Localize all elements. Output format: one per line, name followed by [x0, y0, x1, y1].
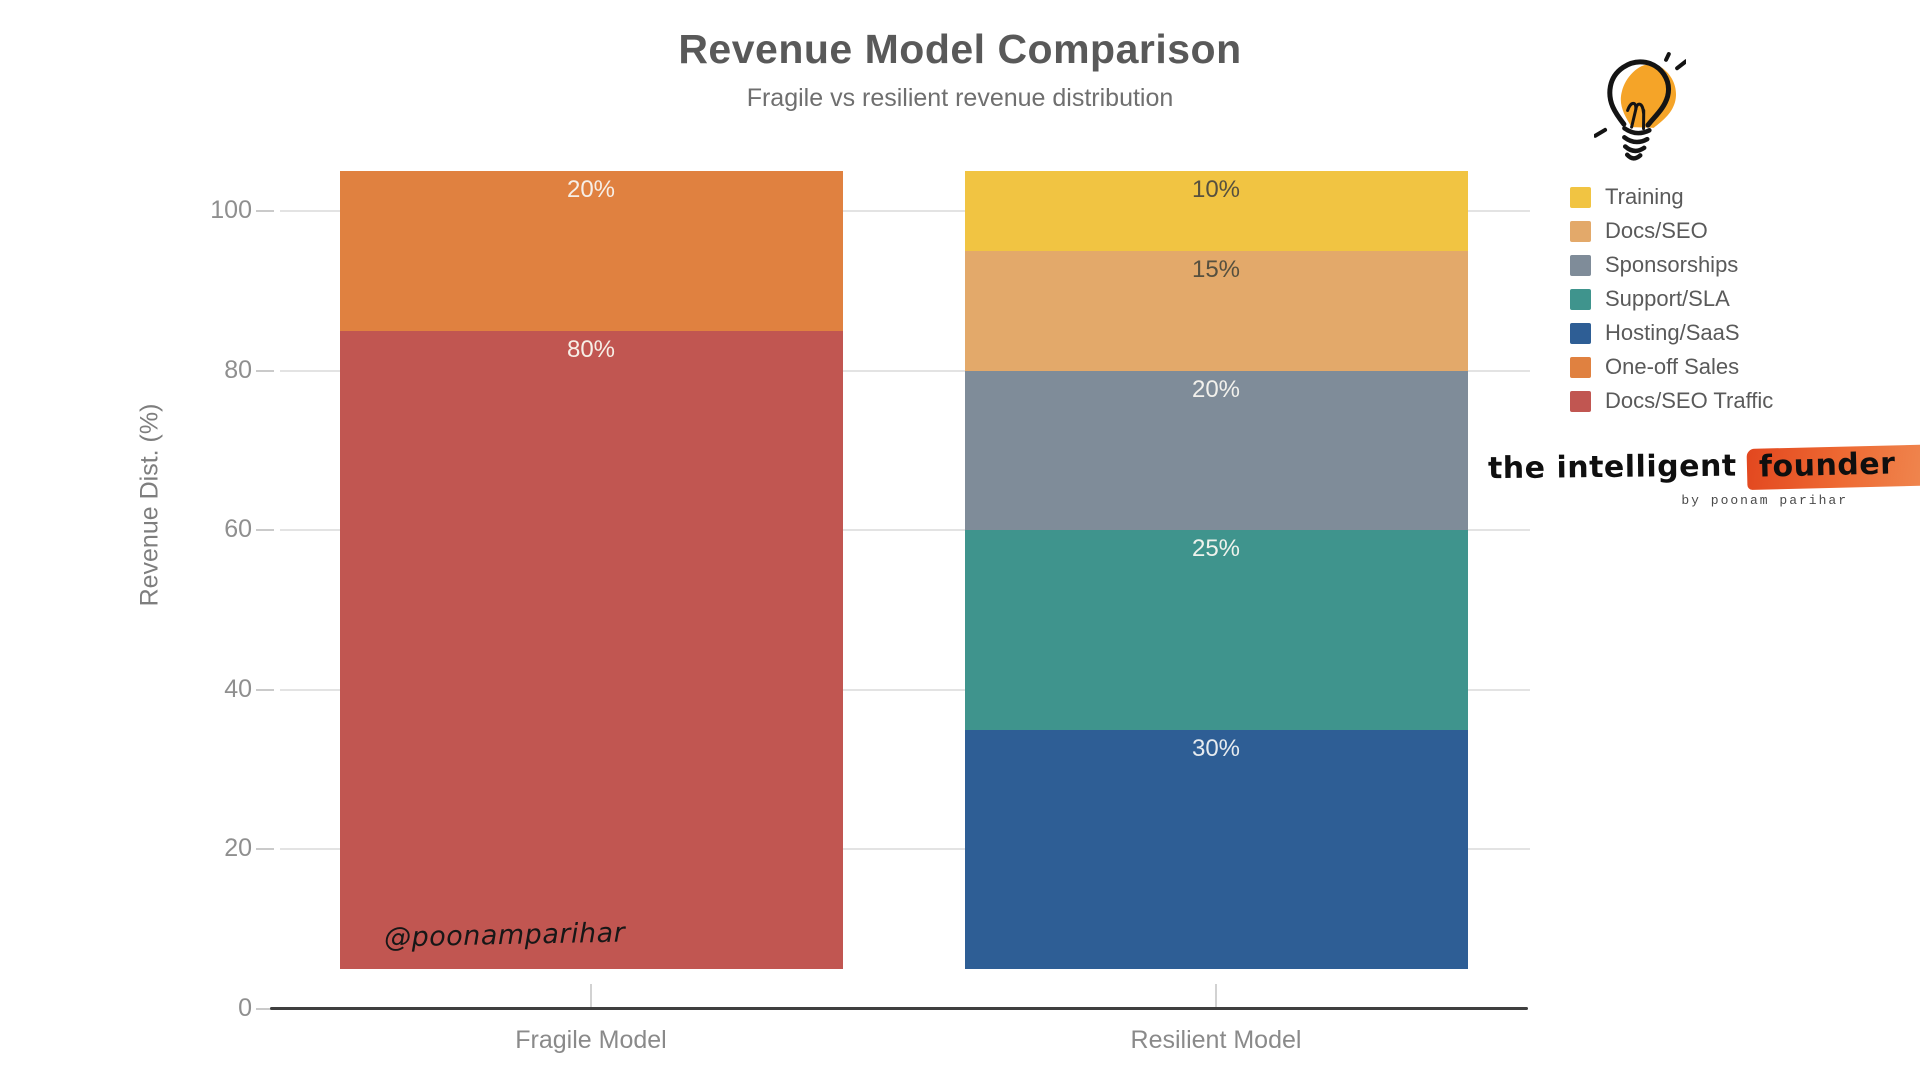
- legend-label: One-off Sales: [1605, 354, 1740, 379]
- chart-subtitle: Fragile vs resilient revenue distributio…: [746, 84, 1174, 112]
- x-tick-mark: [590, 984, 592, 1008]
- bar-segment-value: 15%: [1191, 256, 1241, 283]
- legend-swatch: [1570, 186, 1591, 208]
- brand-logo: the intelligent founder by poonam parihar: [1487, 443, 1920, 508]
- y-tick-label: 20: [224, 834, 252, 862]
- lightbulb-icon: [1594, 52, 1686, 161]
- bar-segment-value: 20%: [1191, 376, 1241, 403]
- legend-label: Support/SLA: [1605, 286, 1730, 311]
- y-tick-mark: [256, 1008, 274, 1010]
- bar-segment-hosting-saas: [964, 730, 1468, 969]
- bar-segment-sponsorships: [964, 371, 1468, 530]
- watermark-handle: @poonamparihar: [383, 917, 626, 954]
- bar-segment-support-sla: [964, 530, 1468, 730]
- y-tick-mark: [256, 689, 274, 691]
- y-tick-mark: [256, 848, 274, 850]
- bar-segment-one-off-sales: [339, 171, 843, 331]
- chart-title: Revenue Model Comparison: [678, 26, 1242, 72]
- legend-item-training: Training: [1570, 180, 1773, 214]
- legend-swatch: [1570, 288, 1591, 310]
- y-tick-label: 40: [224, 675, 252, 703]
- bar-segment-docs-seo-traffic: [339, 331, 843, 969]
- legend-swatch: [1570, 220, 1591, 242]
- legend-item-sponsorships: Sponsorships: [1570, 248, 1773, 282]
- brand-brush-stroke: founder: [1746, 443, 1920, 490]
- y-tick-mark: [256, 529, 274, 531]
- gridline-100: [280, 210, 1530, 212]
- bar-segment-value: 25%: [1191, 535, 1241, 562]
- legend-item-docs-seo: Docs/SEO: [1570, 214, 1773, 248]
- legend: Training Docs/SEO Sponsorships Support/SLA H…: [1570, 180, 1773, 418]
- legend-item-support-sla: Support/SLA: [1570, 282, 1773, 316]
- bar-segment-training: [964, 171, 1468, 251]
- legend-item-hosting-saas: Hosting/SaaS: [1570, 316, 1773, 350]
- bar-segment-value: 30%: [1191, 735, 1241, 762]
- legend-swatch: [1570, 390, 1591, 412]
- gridline-40: [280, 689, 1530, 691]
- bar-segment-value: 80%: [566, 336, 616, 363]
- legend-swatch: [1570, 254, 1591, 276]
- legend-swatch: [1570, 322, 1591, 344]
- brand-name-highlight: founder: [1758, 446, 1896, 485]
- y-tick-label: 80: [224, 356, 252, 384]
- brand-name-prefix: the intelligent: [1487, 448, 1737, 487]
- legend-label: Training: [1605, 184, 1684, 209]
- x-tick-label: Fragile Model: [515, 1026, 667, 1054]
- bar-segment-docs-seo: [964, 251, 1468, 371]
- y-tick-mark: [256, 370, 274, 372]
- x-tick-label: Resilient Model: [1130, 1026, 1302, 1054]
- gridline-80: [280, 370, 1530, 372]
- gridline-60: [280, 529, 1530, 531]
- x-tick-mark: [1215, 984, 1217, 1008]
- legend-item-docs-seo-traffic: Docs/SEO Traffic: [1570, 384, 1773, 418]
- legend-label: Docs/SEO: [1605, 218, 1708, 243]
- y-tick-label: 100: [210, 196, 252, 224]
- brand-name: the intelligent founder: [1487, 443, 1920, 491]
- legend-item-one-off-sales: One-off Sales: [1570, 350, 1773, 384]
- y-tick-mark: [256, 210, 274, 212]
- legend-label: Docs/SEO Traffic: [1605, 388, 1774, 413]
- y-axis-label: Revenue Dist. (%): [135, 403, 164, 607]
- y-tick-label: 60: [224, 515, 252, 543]
- bar-segment-value: 10%: [1191, 176, 1241, 203]
- y-tick-label: 0: [238, 994, 252, 1022]
- legend-swatch: [1570, 356, 1591, 378]
- legend-label: Hosting/SaaS: [1605, 320, 1740, 345]
- legend-label: Sponsorships: [1605, 252, 1739, 277]
- bar-segment-value: 20%: [566, 176, 616, 203]
- brand-byline: by poonam parihar: [1681, 493, 1848, 508]
- x-axis-line: [270, 1007, 1528, 1010]
- gridline-20: [280, 848, 1530, 850]
